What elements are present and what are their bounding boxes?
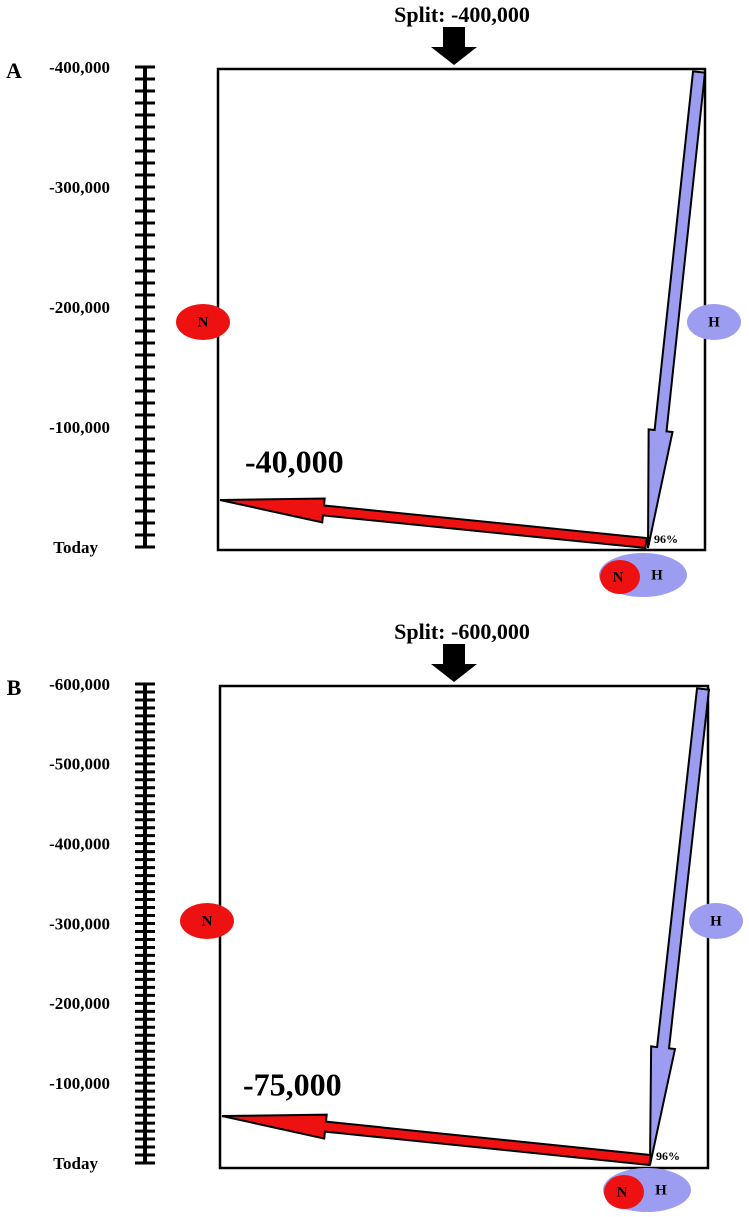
scale-label: -500,000 xyxy=(49,755,110,774)
scale-label: -600,000 xyxy=(49,675,110,694)
scale-label: -200,000 xyxy=(49,994,110,1013)
scale-label: -400,000 xyxy=(49,58,110,77)
scale-label: Today xyxy=(53,1154,98,1173)
split-label: Split: -400,000 xyxy=(394,2,530,27)
event-label: -75,000 xyxy=(243,1066,342,1102)
split-arrow xyxy=(431,644,477,682)
node xyxy=(687,304,741,340)
node-label: H xyxy=(651,567,663,583)
panel-label: B xyxy=(7,675,22,700)
scale-label: -300,000 xyxy=(49,178,110,197)
percent-label: 96% xyxy=(656,1149,680,1163)
node-label: N xyxy=(617,1184,628,1200)
percent-label: 96% xyxy=(654,532,678,546)
node xyxy=(689,903,743,939)
admixture-arrow xyxy=(219,497,648,550)
node-label: N xyxy=(198,314,209,330)
scale-label: -300,000 xyxy=(49,914,110,933)
lineage-arrow xyxy=(649,687,711,1166)
scale-label: -200,000 xyxy=(49,298,110,317)
event-label: -40,000 xyxy=(245,443,344,479)
node-label: H xyxy=(708,314,720,330)
scale-label: -100,000 xyxy=(49,1074,110,1093)
node-label: N xyxy=(202,913,213,929)
admixture-arrow xyxy=(221,1113,652,1167)
split-arrow xyxy=(431,27,477,65)
node-label: N xyxy=(613,569,624,585)
scale-label: -100,000 xyxy=(49,418,110,437)
node-label: H xyxy=(655,1182,667,1198)
merged-inner xyxy=(604,1175,644,1209)
panel-label: A xyxy=(6,58,22,83)
node xyxy=(180,903,234,939)
scale-label: Today xyxy=(53,538,98,557)
node xyxy=(176,304,230,340)
merged-inner xyxy=(600,560,640,594)
node-label: H xyxy=(710,913,722,929)
split-label: Split: -600,000 xyxy=(394,619,530,644)
scale-label: -400,000 xyxy=(49,835,110,854)
lineage-arrow xyxy=(647,70,707,549)
